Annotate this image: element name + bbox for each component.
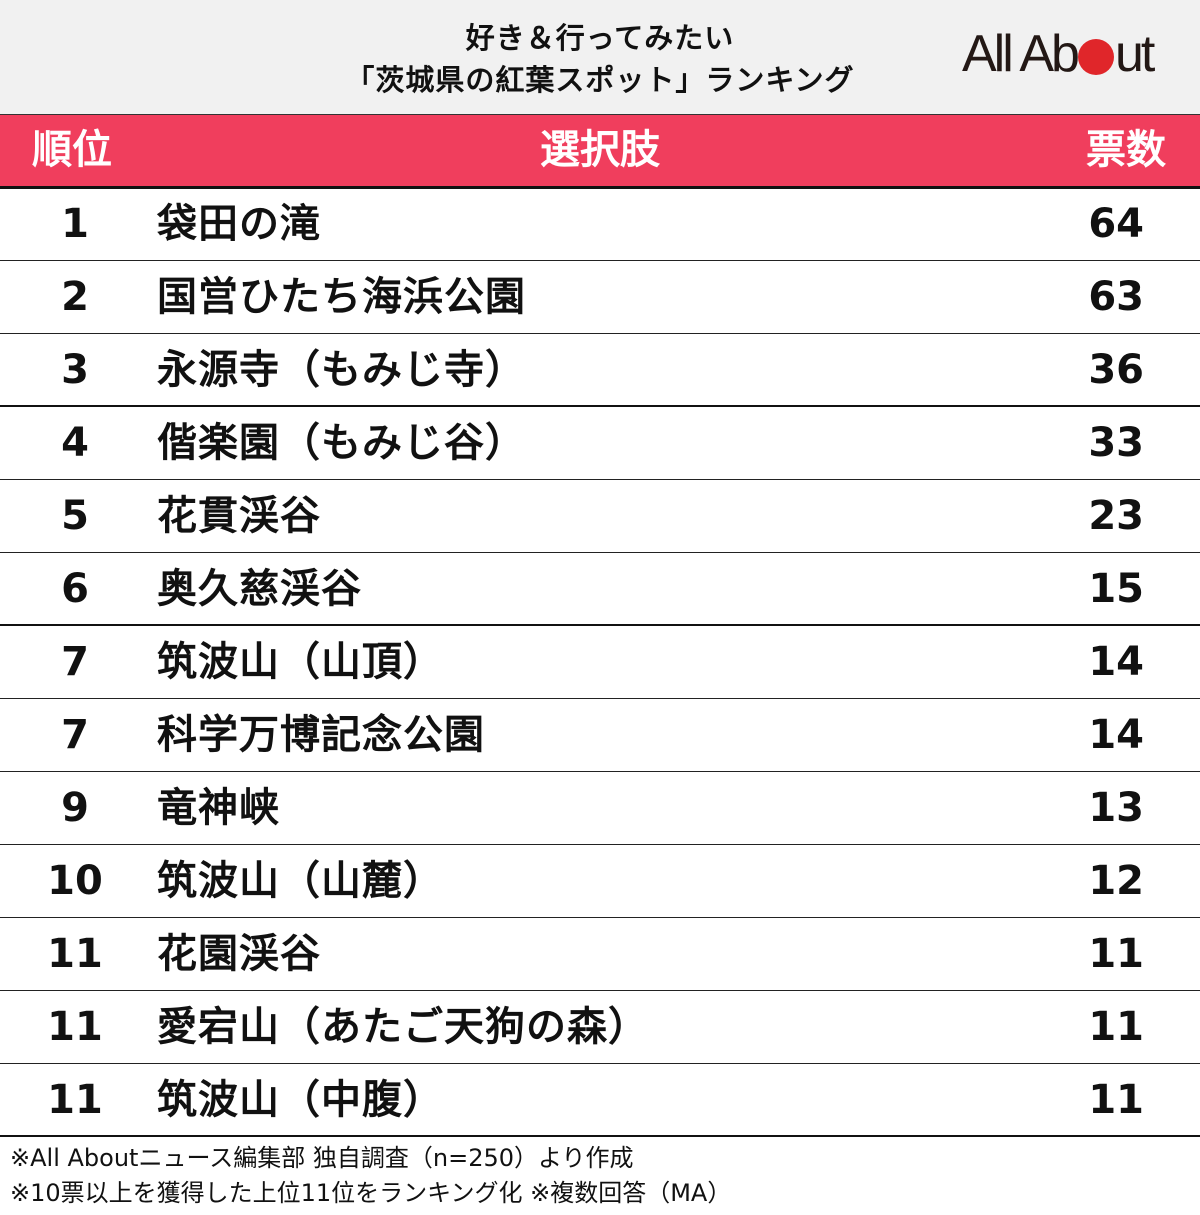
rank-cell: 10 — [47, 858, 103, 904]
votes-cell: 11 — [1088, 1004, 1144, 1050]
table-row: 11 筑波山（中腹） 11 — [0, 1064, 1200, 1137]
name-cell: 筑波山（山頂） — [157, 639, 444, 685]
name-cell: 奥久慈渓谷 — [157, 566, 362, 612]
logo-red-dot-icon — [1077, 39, 1114, 75]
rank-cell: 1 — [61, 201, 89, 247]
table-row: 5 花貫渓谷 23 — [0, 480, 1200, 553]
page-title-line2: 「茨城県の紅葉スポット」ランキング — [345, 63, 855, 97]
name-cell: 竜神峡 — [157, 785, 280, 831]
name-cell: 愛宕山（あたご天狗の森） — [157, 1004, 649, 1050]
table-row: 3 永源寺（もみじ寺） 36 — [0, 334, 1200, 407]
rank-cell: 7 — [61, 712, 89, 758]
name-cell: 偕楽園（もみじ谷） — [157, 420, 526, 466]
votes-cell: 33 — [1088, 420, 1144, 466]
table-row: 11 愛宕山（あたご天狗の森） 11 — [0, 991, 1200, 1064]
table-row: 2 国営ひたち海浜公園 63 — [0, 261, 1200, 334]
name-cell: 花貫渓谷 — [157, 493, 321, 539]
table-row: 1 袋田の滝 64 — [0, 188, 1200, 261]
logo-text-end: ut — [1114, 25, 1155, 83]
votes-cell: 64 — [1088, 201, 1144, 247]
title-band: 好き＆行ってみたい 「茨城県の紅葉スポット」ランキング All Ab ut — [0, 0, 1200, 114]
votes-cell: 63 — [1088, 274, 1144, 320]
table-row: 9 竜神峡 13 — [0, 772, 1200, 845]
ranking-table-body: 1 袋田の滝 64 2 国営ひたち海浜公園 63 3 永源寺（もみじ寺） 36 … — [0, 188, 1200, 1137]
name-cell: 袋田の滝 — [157, 201, 321, 247]
votes-cell: 13 — [1088, 785, 1144, 831]
rank-cell: 5 — [61, 493, 89, 539]
rank-cell: 11 — [47, 931, 103, 977]
header-votes: 票数 — [1086, 127, 1166, 173]
table-row: 4 偕楽園（もみじ谷） 33 — [0, 407, 1200, 480]
rank-cell: 9 — [61, 785, 89, 831]
name-cell: 国営ひたち海浜公園 — [157, 274, 526, 320]
votes-cell: 12 — [1088, 858, 1144, 904]
header-choice: 選択肢 — [540, 127, 660, 173]
table-row: 10 筑波山（山麓） 12 — [0, 845, 1200, 918]
rank-cell: 6 — [61, 566, 89, 612]
allabout-logo: All Ab ut — [962, 26, 1182, 82]
name-cell: 科学万博記念公園 — [157, 712, 485, 758]
name-cell: 筑波山（山麓） — [157, 858, 444, 904]
votes-cell: 14 — [1088, 712, 1144, 758]
table-row: 11 花園渓谷 11 — [0, 918, 1200, 991]
votes-cell: 23 — [1088, 493, 1144, 539]
table-header: 選択肢 順位 票数 — [0, 114, 1200, 189]
logo-text-start: All Ab — [962, 25, 1080, 83]
header-rank: 順位 — [32, 127, 112, 173]
footnote-method: ※10票以上を獲得した上位11位をランキング化 ※複数回答（MA） — [10, 1179, 732, 1207]
name-cell: 永源寺（もみじ寺） — [157, 347, 526, 393]
votes-cell: 15 — [1088, 566, 1144, 612]
table-row: 6 奥久慈渓谷 15 — [0, 553, 1200, 626]
votes-cell: 36 — [1088, 347, 1144, 393]
votes-cell: 11 — [1088, 931, 1144, 977]
votes-cell: 14 — [1088, 639, 1144, 685]
name-cell: 筑波山（中腹） — [157, 1077, 444, 1123]
page-title-line1: 好き＆行ってみたい — [465, 21, 735, 55]
votes-cell: 11 — [1088, 1077, 1144, 1123]
rank-cell: 3 — [61, 347, 89, 393]
rank-cell: 7 — [61, 639, 89, 685]
rank-cell: 11 — [47, 1077, 103, 1123]
name-cell: 花園渓谷 — [157, 931, 321, 977]
table-row: 7 筑波山（山頂） 14 — [0, 626, 1200, 699]
rank-cell: 2 — [61, 274, 89, 320]
rank-cell: 11 — [47, 1004, 103, 1050]
footnote-source: ※All Aboutニュース編集部 独自調査（n=250）より作成 — [10, 1144, 634, 1172]
rank-cell: 4 — [61, 420, 89, 466]
table-row: 7 科学万博記念公園 14 — [0, 699, 1200, 772]
